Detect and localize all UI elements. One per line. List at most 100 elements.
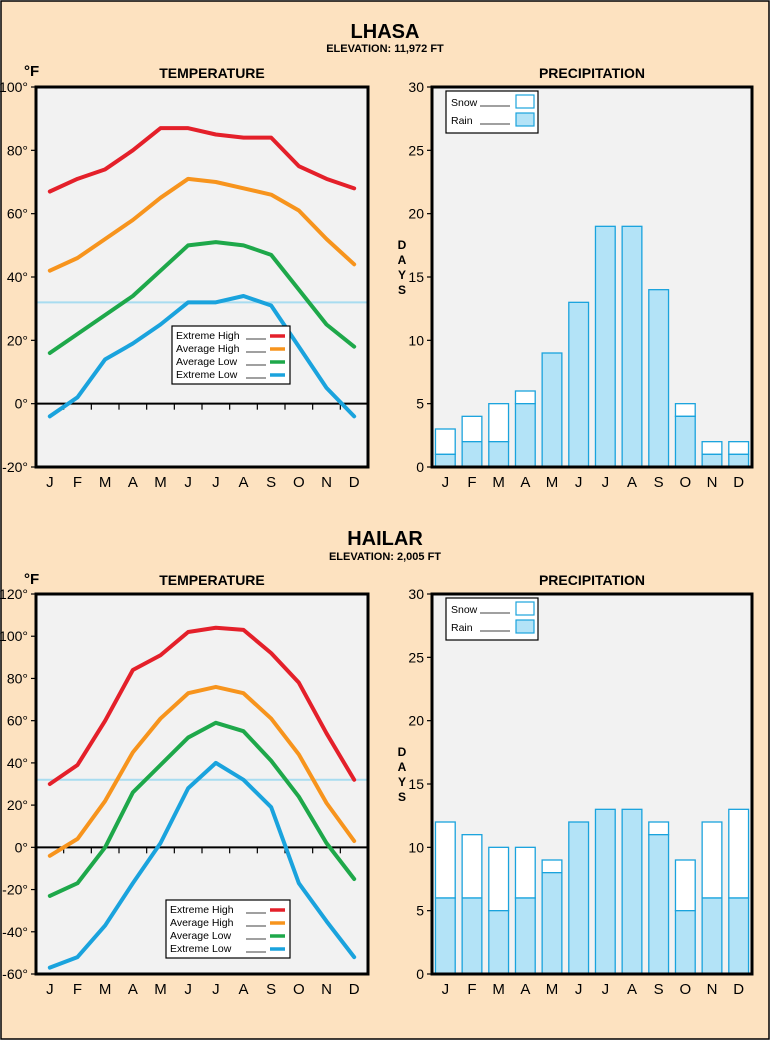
chart3-y-tick-label: 30	[408, 586, 424, 602]
chart0-legend-label: Extreme High	[176, 330, 240, 342]
chart3-rain-bar	[728, 897, 750, 975]
chart1-y-axis-label-letter: Y	[398, 268, 406, 282]
chart1-rain-bar	[568, 301, 590, 468]
chart0-x-tick-label: A	[238, 474, 248, 491]
chart3-legend-label: Snow	[451, 604, 478, 616]
chart3-legend-swatch	[515, 601, 535, 616]
chart0-series-average-low-line	[47, 240, 357, 355]
chart3-snow-bar	[648, 821, 670, 836]
temperature-title-lhasa: TEMPERATURE	[159, 65, 265, 81]
chart1-snow-bar	[514, 390, 536, 405]
chart0-series-extreme-high-line	[47, 126, 357, 194]
precipitation-title-lhasa: PRECIPITATION	[539, 65, 645, 81]
chart0-x-tick-label: N	[321, 474, 332, 491]
chart3-x-tick-label: J	[575, 981, 583, 998]
chart3-rain-bar	[594, 808, 616, 975]
chart1-rain-bar	[674, 415, 696, 468]
chart3-x-tick-label: J	[602, 981, 610, 998]
chart3-y-axis-label-letter: D	[398, 745, 407, 759]
chart3-plot-frame	[430, 592, 754, 976]
chart0-series-average-high-line	[47, 176, 357, 273]
chart1-rain-bar	[648, 289, 670, 468]
chart0-x-tick-label: M	[99, 474, 112, 491]
chart2-series-extreme-high-line	[47, 625, 357, 786]
chart3-legend-label: Rain	[451, 622, 473, 634]
chart1-legend-swatch	[515, 112, 535, 127]
chart2-x-tick-label: D	[349, 981, 360, 998]
chart2-y-tick-label: 120°	[0, 586, 28, 602]
chart2-y-tick-label: 20°	[7, 797, 28, 813]
chart0-x-tick-label: D	[349, 474, 360, 491]
chart1-y-tick-label: 25	[408, 142, 424, 158]
chart3-x-tick-label: D	[733, 981, 744, 998]
chart2-y-tick-label: 40°	[7, 755, 28, 771]
chart2-x-tick-label: M	[99, 981, 112, 998]
chart3-x-tick-label: O	[679, 981, 691, 998]
chart3-x-tick-label: F	[467, 981, 476, 998]
chart2-x-tick-label: A	[238, 981, 248, 998]
chart1-rain-bar	[621, 225, 643, 468]
chart0-y-tick-label: -20°	[2, 459, 28, 475]
chart1-x-tick-label: J	[442, 474, 450, 491]
chart1-y-axis-label-letter: D	[398, 238, 407, 252]
chart1-x-tick-label: M	[492, 474, 505, 491]
chart2-legend-label: Average High	[170, 917, 234, 929]
chart0-legend-label: Average High	[176, 343, 240, 355]
chart3-rain-bar	[541, 872, 563, 975]
city-title-lhasa: LHASA	[351, 21, 420, 43]
unit-label-hailar: °F	[24, 571, 39, 588]
chart1-rain-bar	[434, 453, 456, 468]
chart3-rain-bar	[621, 808, 643, 975]
chart2-series-average-high-line	[47, 684, 357, 858]
chart1-legend-label: Rain	[451, 115, 473, 127]
chart2-x-tick-label: N	[321, 981, 332, 998]
precipitation-title-hailar: PRECIPITATION	[539, 572, 645, 588]
chart1-x-tick-label: J	[602, 474, 610, 491]
chart3-y-tick-label: 10	[408, 839, 424, 855]
chart1-snow-bar	[434, 428, 456, 455]
chart0-series-extreme-low-line	[47, 294, 357, 419]
chart2-series-average-low-line	[47, 720, 357, 898]
chart0-plot-area	[36, 87, 368, 467]
chart0-x-tick-label: S	[266, 474, 276, 491]
chart3-rain-bar	[514, 897, 536, 975]
chart1-x-tick-label: D	[733, 474, 744, 491]
chart0-x-tick-label: J	[212, 474, 220, 491]
chart1-rain-bar	[728, 453, 750, 468]
chart2-x-tick-label: O	[293, 981, 305, 998]
chart0-y-tick-label: 60°	[7, 206, 28, 222]
chart1-legend-swatch	[515, 94, 535, 109]
chart3-x-tick-label: J	[442, 981, 450, 998]
chart3-y-axis-label-letter: Y	[398, 775, 406, 789]
chart3-x-tick-label: S	[654, 981, 664, 998]
chart1-snow-bar	[461, 415, 483, 443]
chart2-y-tick-label: 100°	[0, 628, 28, 644]
chart0-x-tick-label: O	[293, 474, 305, 491]
charts-layer: 100°80°60°40°20°0°-20°J F M A M J J A S O N DExtrem…	[0, 79, 754, 998]
chart2-y-tick-label: -60°	[2, 966, 28, 982]
chart1-x-tick-label: N	[707, 474, 718, 491]
chart2-x-tick-label: J	[212, 981, 220, 998]
chart1-rain-bar	[488, 441, 510, 468]
chart2-plot-frame	[34, 592, 370, 976]
chart1-x-tick-label: A	[520, 474, 530, 491]
chart2-x-tick-label: M	[154, 981, 167, 998]
chart0-legend-label: Average Low	[176, 356, 238, 368]
chart0-x-tick-label: J	[184, 474, 192, 491]
chart3-snow-bar	[541, 859, 563, 874]
chart1-y-axis-label-letter: A	[398, 253, 407, 267]
chart1-rain-bar	[594, 225, 616, 468]
chart3-y-tick-label: 25	[408, 649, 424, 665]
chart1-rain-bar	[701, 453, 723, 468]
chart3-rain-bar	[461, 897, 483, 975]
chart0-y-tick-label: 100°	[0, 79, 28, 95]
elevation-lhasa: ELEVATION: 11,972 FT	[326, 43, 444, 55]
chart1-snow-bar	[674, 403, 696, 417]
chart2-y-tick-label: -20°	[2, 882, 28, 898]
chart2-x-tick-label: F	[73, 981, 82, 998]
chart2-legend-box	[165, 899, 291, 959]
chart1-y-tick-label: 20	[408, 206, 424, 222]
city-title-hailar: HAILAR	[347, 528, 423, 550]
